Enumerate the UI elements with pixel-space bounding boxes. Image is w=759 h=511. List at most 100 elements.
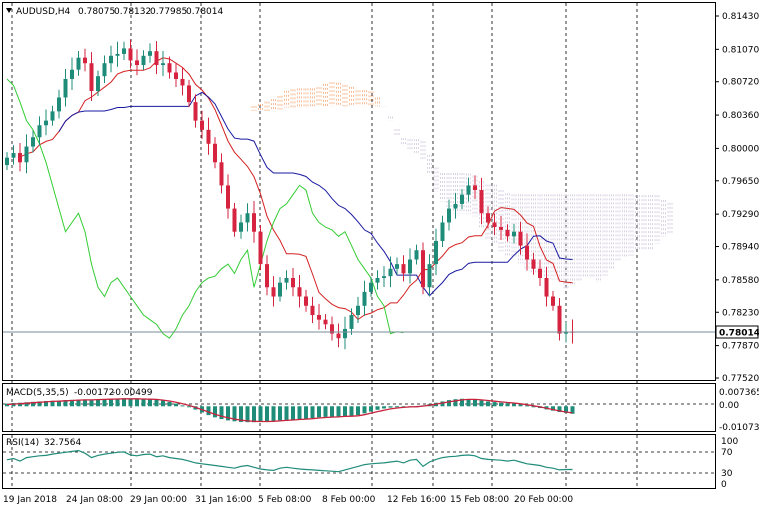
macd-histogram-bar <box>479 400 484 407</box>
macd-histogram-bar <box>245 406 250 423</box>
rsi-line <box>6 449 573 473</box>
price-tick-label: 0.77870 <box>722 342 759 352</box>
bearish-candle <box>310 305 315 316</box>
bearish-candle <box>505 229 510 237</box>
bullish-candle <box>245 213 250 223</box>
bullish-candle <box>44 120 48 126</box>
bearish-candle <box>128 48 133 61</box>
macd-histogram-bar <box>356 406 360 416</box>
bullish-candle <box>460 194 464 204</box>
collapse-triangle-icon[interactable] <box>6 8 12 13</box>
macd-histogram-bar <box>239 406 243 422</box>
macd-histogram-bar <box>258 406 263 422</box>
time-tick-label: 24 Jan 08:00 <box>66 495 123 505</box>
macd-histogram-bar <box>115 398 120 407</box>
bullish-candle <box>349 315 354 329</box>
macd-histogram-bar <box>284 406 289 420</box>
price-tick-label: 0.78230 <box>722 308 759 318</box>
bearish-candle <box>187 85 191 103</box>
macd-histogram-bar <box>525 405 529 407</box>
macd-histogram-bar <box>297 406 302 420</box>
macd-histogram-bar <box>50 400 55 407</box>
bearish-candle <box>557 305 562 334</box>
bearish-candle <box>304 296 308 306</box>
macd-histogram-bar <box>213 406 217 418</box>
macd-histogram-bar <box>375 406 380 410</box>
macd-histogram-bar <box>336 406 341 417</box>
chikou-span-line <box>6 78 404 339</box>
macd-histogram-bar <box>24 402 29 407</box>
main-pane[interactable] <box>2 2 716 381</box>
bearish-candle <box>538 268 542 279</box>
macd-histogram-bar <box>265 406 269 422</box>
macd-value-main: -0.00172 <box>74 388 114 398</box>
macd-histogram-bar <box>369 406 373 412</box>
bearish-candle <box>18 153 22 163</box>
macd-histogram-bar <box>486 401 490 407</box>
bearish-candle <box>518 231 523 246</box>
header-low: 0.77985 <box>150 7 187 17</box>
macd-histogram-bar <box>161 400 165 407</box>
macd-histogram-bar <box>96 399 100 407</box>
macd-histogram-bar <box>70 399 74 407</box>
bullish-candle <box>11 153 16 158</box>
bearish-candle <box>226 185 230 209</box>
macd-histogram-bar <box>31 401 35 407</box>
macd-histogram-bar <box>505 403 510 407</box>
bullish-candle <box>96 76 100 91</box>
bullish-candle <box>239 222 243 232</box>
macd-histogram-bar <box>89 399 94 407</box>
bearish-candle <box>336 333 341 339</box>
macd-histogram-bar <box>37 401 42 407</box>
price-tick-label: 0.80000 <box>722 144 759 154</box>
rsi-tick-30: 30 <box>721 469 733 479</box>
time-tick-label: 15 Feb 08:00 <box>450 495 509 505</box>
bullish-candle <box>447 208 451 223</box>
macd-histogram-bar <box>44 400 48 407</box>
header-high: 0.78132 <box>114 7 151 17</box>
bullish-candle <box>453 203 458 209</box>
bullish-candle <box>63 78 68 98</box>
bullish-candle <box>375 278 380 283</box>
macd-histogram-bar <box>466 398 471 407</box>
macd-histogram-bar <box>252 406 256 423</box>
current-price-label: 0.78014 <box>719 329 759 339</box>
bearish-candle <box>525 245 529 260</box>
macd-histogram-bar <box>570 406 575 414</box>
rsi-pane[interactable] <box>2 434 716 489</box>
bullish-candle <box>408 259 412 274</box>
macd-histogram-bar <box>291 406 295 420</box>
bearish-candle <box>252 213 256 232</box>
bullish-candle <box>31 137 35 147</box>
header-close: 0.78014 <box>186 7 223 17</box>
price-tick-label: 0.81430 <box>722 12 759 22</box>
bearish-candle <box>531 259 536 269</box>
bullish-candle <box>109 55 113 64</box>
bearish-candle <box>486 213 490 223</box>
price-tick-label: 0.80360 <box>722 111 759 121</box>
bullish-candle <box>388 268 393 277</box>
macd-histogram-bar <box>304 406 308 419</box>
candlesticks <box>5 39 575 350</box>
bearish-candle <box>135 60 139 66</box>
bullish-candle <box>369 282 373 292</box>
macd-histogram-bar <box>557 406 562 413</box>
macd-histogram-bar <box>473 399 477 407</box>
price-tick-label: 0.77520 <box>722 374 759 384</box>
bearish-candle <box>323 319 328 325</box>
bearish-candle <box>180 78 185 86</box>
tenkan-sen-line <box>19 57 573 321</box>
bearish-candle <box>83 57 87 64</box>
bearish-candle <box>479 190 484 214</box>
macd-histogram-bar <box>278 406 282 421</box>
price-tick-label: 0.81070 <box>722 45 759 55</box>
macd-histogram-bar <box>174 403 178 407</box>
macd-histogram-bar <box>57 400 61 407</box>
bearish-candle <box>401 264 406 274</box>
macd-histogram-bar <box>551 406 555 411</box>
macd-title: MACD(5,35,5) <box>6 388 69 398</box>
macd-histogram-bar <box>447 400 451 407</box>
bullish-candle <box>395 264 399 269</box>
current-price-box <box>715 325 759 339</box>
